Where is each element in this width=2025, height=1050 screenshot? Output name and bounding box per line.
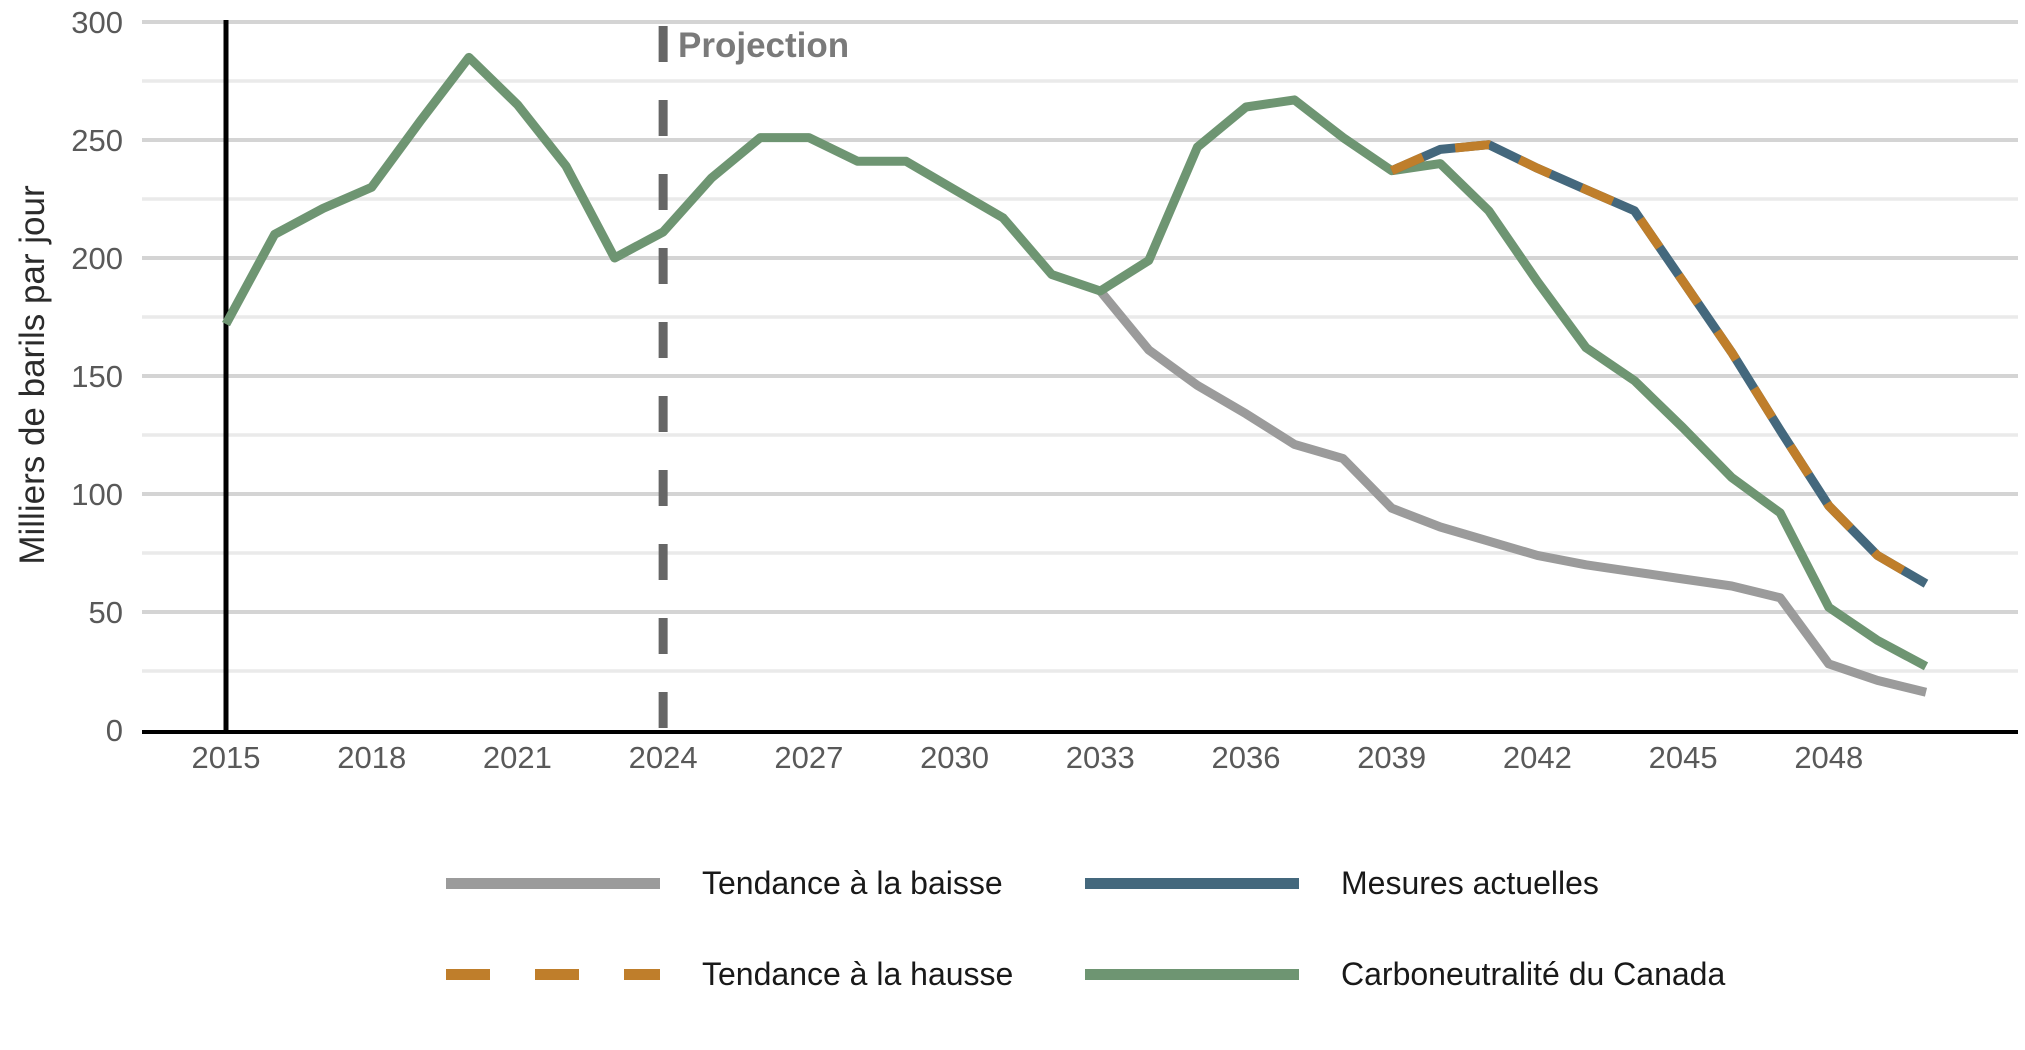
x-tick-label: 2039 <box>1357 740 1426 775</box>
y-tick-label: 250 <box>71 123 123 158</box>
x-tick-label: 2018 <box>337 740 406 775</box>
y-tick-label: 0 <box>106 713 123 748</box>
y-tick-label: 300 <box>71 5 123 40</box>
x-tick-label: 2042 <box>1503 740 1572 775</box>
y-tick-label: 150 <box>71 359 123 394</box>
x-tick-label: 2036 <box>1211 740 1280 775</box>
x-tick-label: 2024 <box>629 740 698 775</box>
y-tick-label: 200 <box>71 241 123 276</box>
y-tick-label: 100 <box>71 477 123 512</box>
x-tick-label: 2048 <box>1794 740 1863 775</box>
series-line-tendance-baisse <box>1096 288 1928 697</box>
x-tick-label: 2027 <box>774 740 843 775</box>
y-tick-label: 50 <box>89 595 123 630</box>
x-tick-label: 2033 <box>1066 740 1135 775</box>
x-tick-label: 2030 <box>920 740 989 775</box>
projection-annotation: Projection <box>678 26 850 65</box>
x-tick-label: 2021 <box>483 740 552 775</box>
series-line-tendance-hausse <box>1389 140 1929 588</box>
x-tick-label: 2045 <box>1649 740 1718 775</box>
series-line-carboneutralite-canada <box>222 52 1929 671</box>
y-axis-title: Milliers de barils par jour <box>13 185 52 565</box>
x-tick-label: 2015 <box>192 740 261 775</box>
